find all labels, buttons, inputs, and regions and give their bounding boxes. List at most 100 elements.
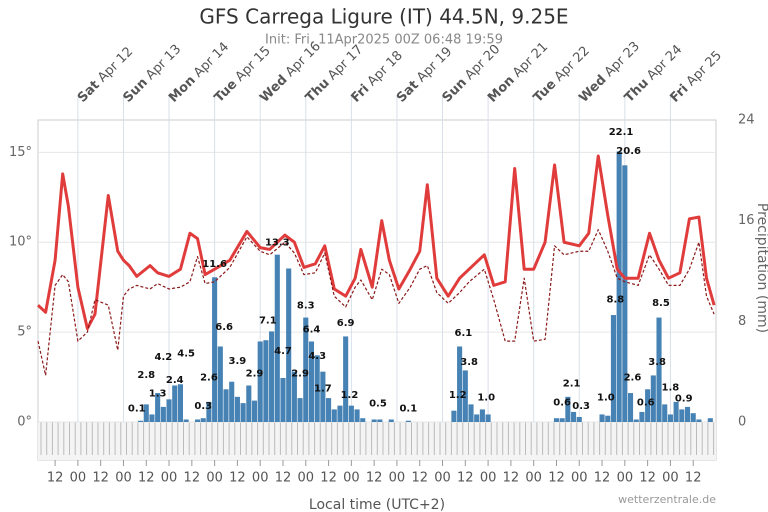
precip-bar (303, 317, 309, 422)
precip-label: 1.2 (449, 390, 467, 401)
precip-bar (274, 254, 280, 422)
x-tick-label: 00 (389, 471, 406, 486)
precip-bar (194, 419, 201, 422)
precip-bar (223, 389, 229, 422)
x-tick-label: 12 (275, 471, 292, 486)
precip-label: 2.8 (137, 370, 155, 381)
chart-title: GFS Carrega Ligure (IT) 44.5N, 9.25E (199, 5, 568, 29)
precip-bar (616, 151, 622, 423)
x-tick-label: 12 (685, 471, 702, 486)
precip-bar (627, 393, 634, 422)
precip-bar (183, 419, 189, 422)
precip-label: 2.6 (624, 372, 642, 383)
precip-bar (246, 385, 252, 422)
precip-bar (280, 377, 286, 422)
precip-label: 1.3 (149, 389, 167, 400)
x-tick-label: 12 (184, 471, 201, 486)
precip-bar (360, 418, 366, 422)
precip-bar (684, 406, 691, 422)
precip-bar (479, 409, 485, 422)
precip-bar (177, 384, 183, 422)
precip-label: 0.3 (194, 401, 212, 412)
precip-label: 22.1 (609, 127, 634, 138)
x-tick-label: 00 (206, 471, 223, 486)
precip-bar (206, 401, 212, 422)
precip-label: 6.6 (215, 322, 233, 333)
precip-bar (474, 414, 480, 422)
precip-bar (257, 341, 263, 422)
precip-bar (633, 419, 639, 422)
x-tick-label: 00 (571, 471, 588, 486)
precip-bar (610, 315, 616, 422)
precip-label: 8.8 (606, 294, 624, 305)
precip-bar (622, 165, 628, 423)
precip-bar (405, 420, 411, 422)
y2-axis-title: Precipitation (mm) (754, 203, 768, 333)
precip-label: 6.9 (337, 318, 355, 329)
precip-label: 0.5 (369, 399, 387, 410)
x-tick-label: 00 (161, 471, 178, 486)
precip-label: 4.7 (274, 346, 292, 357)
x-axis-title: Local time (UTC+2) (309, 497, 445, 512)
x-tick-label: 12 (229, 471, 246, 486)
precip-bar (172, 385, 178, 422)
precip-bar (149, 414, 155, 422)
precip-bar (314, 355, 320, 422)
precip-bar (696, 419, 702, 422)
precip-bar (371, 419, 377, 422)
y2-tick-label: 16 (738, 213, 755, 228)
x-tick-label: 00 (343, 471, 360, 486)
precip-label: 20.6 (616, 146, 641, 157)
precip-label: 0.3 (572, 401, 590, 412)
y-tick-label: 15° (9, 145, 32, 160)
precip-bar (348, 405, 354, 422)
precip-label: 1.2 (341, 390, 359, 401)
precip-bar (343, 336, 349, 422)
precip-bar (354, 409, 360, 422)
y2-tick-label: 0 (738, 415, 746, 430)
precip-bar (308, 341, 315, 422)
x-tick-label: 12 (320, 471, 337, 486)
temperature-line (36, 154, 716, 331)
x-tick-label: 00 (434, 471, 451, 486)
precip-bar (571, 411, 577, 422)
precip-bar (337, 405, 343, 422)
precip-label: 13.3 (265, 238, 290, 249)
x-tick-label: 12 (92, 471, 109, 486)
precip-bar (645, 389, 651, 422)
x-tick-label: 12 (639, 471, 656, 486)
precip-label: 6.4 (303, 324, 321, 335)
chart-subtitle: Init: Fri, 11Apr2025 00Z 06:48 19:59 (265, 33, 503, 48)
precip-bar (263, 340, 269, 422)
precip-bar (326, 398, 332, 422)
precip-bar (605, 415, 611, 422)
precip-label: 0.1 (128, 404, 146, 415)
precip-label: 0.6 (553, 397, 571, 408)
precip-bar (673, 401, 679, 422)
precip-label: 0.1 (399, 404, 417, 415)
precip-label: 4.5 (177, 348, 195, 359)
precip-bar (217, 346, 223, 422)
precip-label: 3.8 (648, 357, 666, 368)
x-tick-label: 00 (252, 471, 269, 486)
x-tick-label: 12 (594, 471, 611, 486)
precip-bar (388, 419, 394, 422)
precip-label: 8.5 (652, 298, 670, 309)
precip-label: 1.0 (597, 392, 615, 403)
precip-label: 4.3 (308, 351, 326, 362)
y-tick-label: 5° (17, 325, 32, 340)
precip-label: 3.8 (460, 357, 478, 368)
precip-bar (212, 277, 218, 422)
precip-label: 7.1 (259, 316, 277, 327)
y2-tick-label: 24 (738, 113, 755, 128)
dewpoint-line (37, 229, 715, 376)
precip-bar (599, 414, 605, 422)
precip-bar (166, 399, 172, 422)
precip-bar (234, 396, 240, 422)
x-tick-label: 00 (70, 471, 87, 486)
precip-label: 6.1 (455, 328, 473, 339)
precip-label: 3.9 (229, 356, 247, 367)
precip-label: 0.9 (675, 394, 693, 405)
precip-bar (565, 396, 571, 422)
